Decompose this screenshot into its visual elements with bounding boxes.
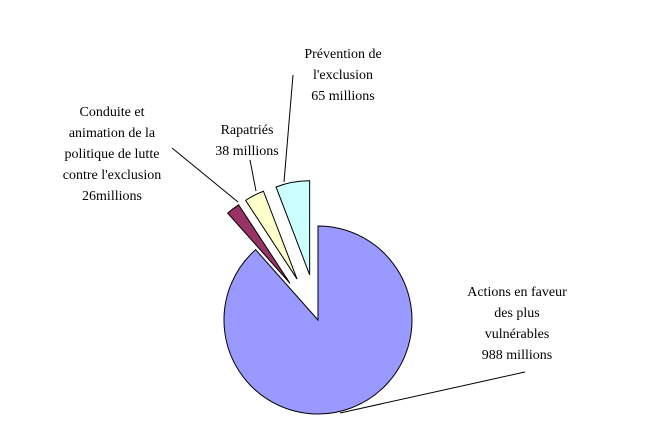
label-rapatries: Rapatriés 38 millions: [215, 123, 279, 159]
leader-conduite: [171, 147, 239, 203]
slice-rapatries: [244, 190, 298, 280]
slice-prevention: [275, 180, 311, 275]
slice-actions: [223, 225, 413, 415]
leader-prevention: [283, 74, 294, 183]
label-prevention: Prévention de l'exclusion 65 millions: [304, 47, 382, 104]
leader-rapatries: [249, 159, 257, 192]
label-conduite: Conduite et animation de la politique de…: [62, 105, 162, 204]
label-actions: Actions en faveur des plus vulnérables 9…: [467, 285, 567, 363]
leader-actions: [339, 371, 526, 414]
slice-conduite: [226, 204, 291, 284]
